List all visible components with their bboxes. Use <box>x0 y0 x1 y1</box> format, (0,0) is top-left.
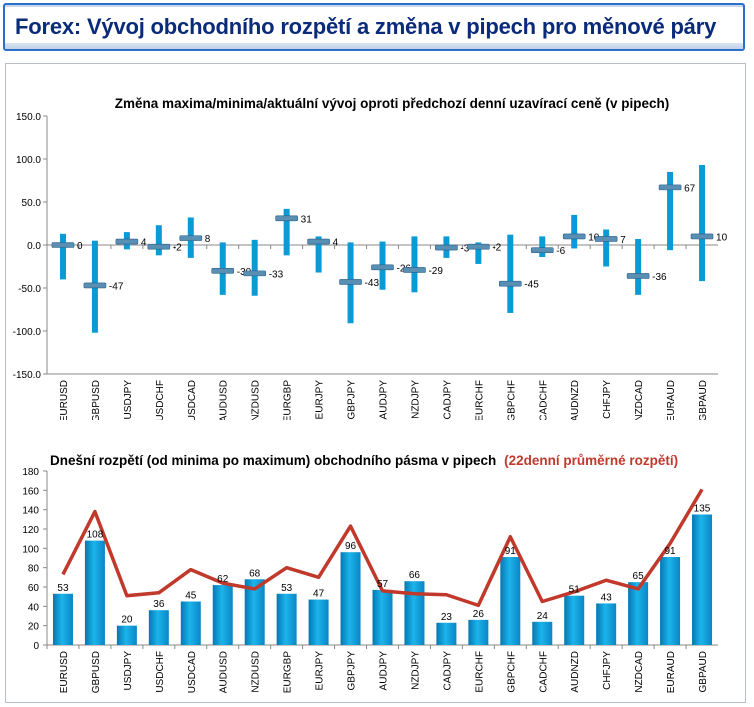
current-label: 0 <box>77 241 83 252</box>
current-marker <box>499 280 522 287</box>
current-marker <box>371 264 394 271</box>
current-marker <box>339 279 362 285</box>
current-marker <box>243 270 266 277</box>
range-bar <box>283 208 290 256</box>
current-label: 67 <box>684 183 696 194</box>
range-bar <box>155 225 162 256</box>
range-bar <box>475 242 482 264</box>
x-tick-label: CADCHF <box>538 380 549 420</box>
current-marker <box>147 243 171 250</box>
page-header: Forex: Vývoj obchodního rozpětí a změna … <box>3 3 745 51</box>
current-marker <box>594 236 618 242</box>
current-label: -36 <box>652 272 667 283</box>
range-bar <box>571 214 578 249</box>
current-label: 4 <box>141 238 147 249</box>
x-tick-label: CHFJPY <box>602 380 613 419</box>
current-marker <box>626 273 650 279</box>
x-tick-label: NZDCAD <box>634 380 645 420</box>
x-tick-label: EURUSD <box>59 380 70 420</box>
y-tick-label: 150.0 <box>16 112 41 123</box>
current-label: -3 <box>460 244 469 255</box>
current-label: -33 <box>269 269 284 280</box>
current-label: -43 <box>365 278 380 289</box>
current-label: -47 <box>109 281 124 292</box>
x-tick-label: EURAUD <box>666 380 677 420</box>
range-bar <box>667 171 674 251</box>
x-tick-label: CADJPY <box>442 380 453 420</box>
current-label: 10 <box>588 232 600 243</box>
x-tick-label: AUDJPY <box>379 380 390 420</box>
current-marker <box>179 235 203 241</box>
x-tick-label: GBPUSD <box>91 380 102 420</box>
current-marker <box>115 238 139 245</box>
range-chart: Změna maxima/minima/aktuální vývoj oprot… <box>13 96 728 420</box>
current-marker <box>51 242 75 248</box>
range-bar <box>411 236 418 293</box>
y-tick-label: 50.0 <box>22 198 42 209</box>
current-marker <box>83 282 107 289</box>
x-tick-label: EURGBP <box>283 380 294 420</box>
current-marker <box>403 267 426 273</box>
x-tick-label: USDCHF <box>155 380 166 420</box>
x-tick-label: GBPAUD <box>698 380 709 420</box>
y-tick-label: -100.0 <box>13 327 42 338</box>
current-marker <box>658 184 682 191</box>
current-label: 31 <box>301 214 313 225</box>
range-bar <box>315 236 322 273</box>
x-tick-label: EURCHF <box>474 380 485 420</box>
current-marker <box>275 215 298 222</box>
y-tick-label: 100.0 <box>16 155 41 166</box>
current-label: -29 <box>428 266 443 277</box>
range-bar <box>539 236 546 258</box>
x-tick-label: GBPCHF <box>506 380 517 420</box>
page-title: Forex: Vývoj obchodního rozpětí a změna … <box>15 14 717 39</box>
current-label: 4 <box>333 238 339 249</box>
current-marker <box>690 233 714 240</box>
x-tick-label: USDCAD <box>187 380 198 420</box>
current-marker <box>435 244 458 251</box>
range-bar <box>635 238 642 295</box>
y-tick-label: -50.0 <box>18 284 41 295</box>
x-tick-label: AUDUSD <box>219 380 230 420</box>
current-marker <box>307 238 330 245</box>
range-bar <box>699 165 706 282</box>
current-marker <box>467 243 490 250</box>
x-tick-label: NZDJPY <box>410 380 421 419</box>
x-tick-label: AUDNZD <box>570 380 581 420</box>
range-bar <box>603 229 610 267</box>
range-chart-title: Změna maxima/minima/aktuální vývoj oprot… <box>115 96 669 111</box>
y-tick-label: 0.0 <box>27 241 41 252</box>
current-label: -45 <box>524 280 539 291</box>
x-tick-label: GBPJPY <box>347 380 358 420</box>
current-label: 8 <box>205 234 211 245</box>
range-bar <box>59 233 66 280</box>
current-label: -6 <box>556 246 565 257</box>
header-underline <box>5 43 743 49</box>
x-tick-label: NZDUSD <box>251 380 262 420</box>
current-marker <box>562 233 586 240</box>
current-label: -2 <box>173 243 182 254</box>
current-marker <box>211 267 235 274</box>
x-tick-label: EURJPY <box>315 380 326 420</box>
range-bar <box>251 239 258 296</box>
current-label: 10 <box>716 232 728 243</box>
current-label: 7 <box>620 235 626 246</box>
y-tick-label: -150.0 <box>13 370 42 381</box>
current-marker <box>530 247 554 253</box>
x-tick-label: USDJPY <box>123 380 134 420</box>
range-bar <box>507 234 514 313</box>
current-label: -2 <box>492 243 501 254</box>
